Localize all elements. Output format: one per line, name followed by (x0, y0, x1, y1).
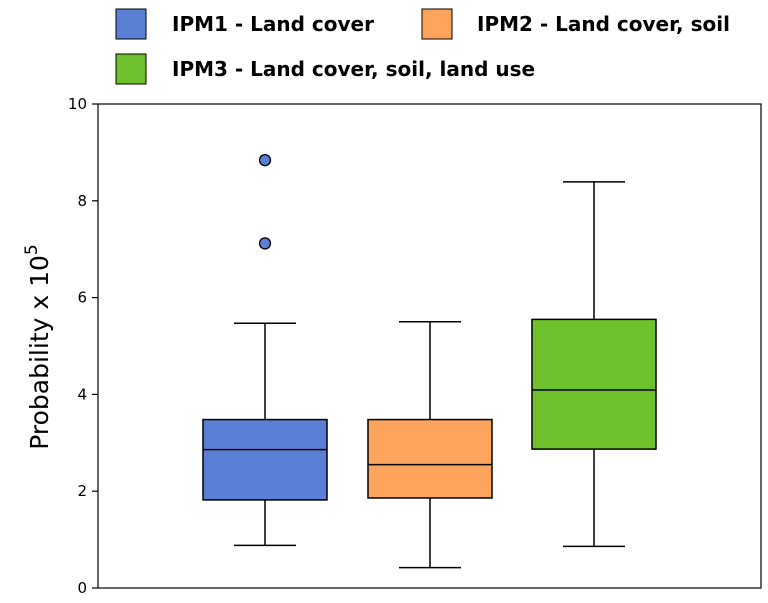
y-axis-label-exponent: 5 (22, 244, 42, 255)
legend-label-ipm2: IPM2 - Land cover, soil (477, 12, 730, 36)
y-axis-label: Probability x 105 (22, 244, 54, 449)
box-ipm2 (367, 418, 493, 499)
outlier-ipm1-2 (258, 153, 272, 167)
legend-swatch-ipm3 (115, 53, 147, 85)
y-tick-label-6: 6 (77, 289, 87, 307)
y-tick-label-10: 10 (68, 95, 87, 113)
boxes (202, 153, 657, 569)
y-axis-ticks: 0 2 4 6 8 10 (68, 95, 98, 597)
legend-label-ipm1: IPM1 - Land cover (172, 12, 374, 36)
box-ipm1 (202, 418, 328, 501)
box-ipm3 (531, 318, 657, 450)
y-axis-label-main: Probability x 10 (25, 255, 54, 450)
y-tick-label-4: 4 (77, 385, 87, 403)
y-tick-label-2: 2 (77, 482, 87, 500)
legend-label-ipm3: IPM3 - Land cover, soil, land use (172, 57, 535, 81)
y-tick-label-0: 0 (77, 579, 87, 597)
legend-swatch-ipm2 (421, 8, 453, 40)
plot-area-frame (97, 103, 762, 589)
legend-swatch-ipm1 (115, 8, 147, 40)
outlier-ipm1-1 (258, 237, 272, 250)
legend: IPM1 - Land cover IPM2 - Land cover, soi… (115, 8, 730, 85)
y-tick-label-8: 8 (77, 192, 87, 210)
